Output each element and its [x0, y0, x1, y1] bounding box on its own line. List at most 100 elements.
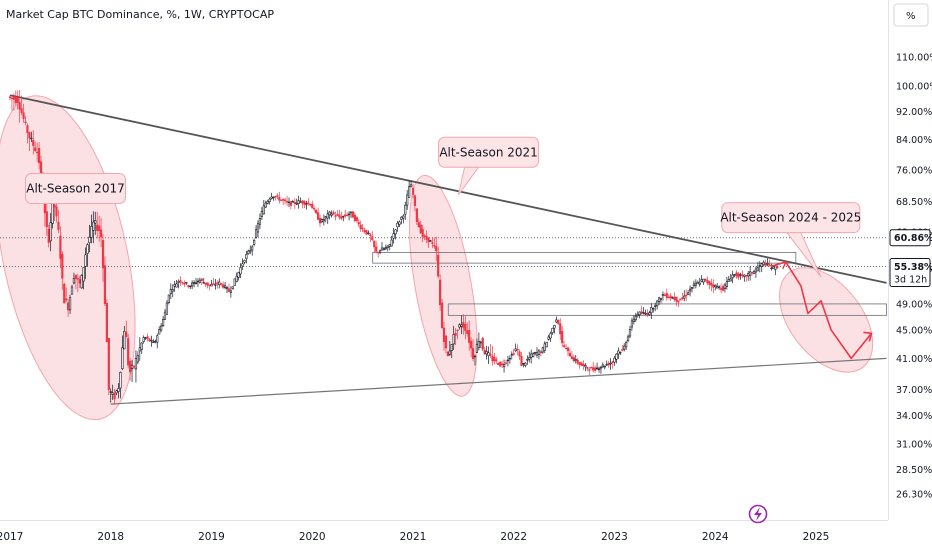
candle-body — [663, 294, 666, 297]
candle-body — [762, 261, 765, 265]
candle-body — [342, 215, 345, 218]
candle-body — [55, 206, 58, 217]
candle-body — [320, 219, 324, 223]
candle-body — [270, 196, 273, 199]
candle-body — [202, 282, 205, 284]
candle-body — [669, 295, 672, 299]
candle-body — [231, 286, 234, 289]
candle-body — [233, 278, 236, 286]
candle-body — [282, 199, 285, 201]
candle-body — [578, 362, 581, 365]
candle-body — [20, 108, 23, 113]
candle-body — [402, 215, 405, 219]
candle-body — [80, 275, 83, 289]
candle-body — [163, 311, 167, 320]
candle-body — [390, 239, 393, 247]
candle-body — [115, 390, 118, 394]
time-axis[interactable]: 2017 2018 2019 2020 2021 2022 2023 2024 2025 — [0, 531, 829, 543]
candle-body — [61, 254, 64, 279]
candle-body — [698, 282, 701, 285]
candle-body — [365, 230, 368, 235]
candle-body — [140, 342, 143, 350]
candle-body — [582, 363, 585, 366]
candle-body — [766, 263, 769, 265]
candle-body — [603, 365, 606, 368]
candle-body — [380, 247, 384, 251]
candle-body — [489, 353, 492, 356]
candle-body — [65, 298, 68, 301]
candle-body — [597, 368, 601, 370]
candle-body — [107, 337, 110, 390]
price-tick-label: 37.00% — [896, 385, 932, 396]
candle-body — [586, 367, 589, 369]
candle-body — [714, 284, 717, 288]
candle-body — [613, 357, 616, 363]
candle-body — [181, 282, 184, 284]
candle-body — [446, 351, 449, 357]
alt-season-2021-label: Alt-Season 2021 — [439, 145, 537, 159]
candle-body — [384, 247, 387, 250]
price-tick-label: 76.00% — [896, 165, 932, 176]
candle-body — [394, 229, 397, 235]
candle-body — [522, 362, 525, 365]
candle-body — [32, 140, 35, 146]
candle-body — [532, 353, 535, 357]
alt-season-2021-box — [438, 136, 540, 168]
lightning-icon[interactable] — [748, 504, 768, 524]
candle-body — [119, 371, 122, 389]
candle-body — [758, 265, 761, 267]
candle-body — [539, 351, 542, 354]
candle-body — [609, 362, 612, 365]
candle-body — [506, 359, 510, 362]
candle-body — [117, 388, 120, 392]
candle-body — [528, 357, 531, 360]
candle-body — [299, 201, 302, 203]
candle-body — [475, 344, 479, 353]
candle-body — [245, 254, 248, 259]
candle-body — [530, 353, 533, 358]
candle-body — [237, 271, 240, 278]
candle-body — [371, 236, 374, 241]
candle-body — [206, 282, 209, 286]
candle-body — [749, 271, 752, 276]
candle-body — [82, 267, 85, 282]
price-tick-label: 45.00% — [896, 325, 932, 336]
candle-body — [747, 273, 750, 277]
time-tick-label: 2024 — [702, 531, 729, 543]
candle-body — [134, 357, 138, 370]
candle-body — [619, 351, 622, 354]
candle-body — [307, 202, 310, 204]
candle-body — [303, 201, 306, 205]
lower-trendline — [110, 357, 887, 405]
candle-body — [404, 204, 407, 215]
candle-body — [770, 267, 773, 270]
candle-body — [344, 214, 347, 217]
candle-body — [743, 274, 746, 277]
trendlines — [9, 94, 887, 405]
candle-body — [592, 367, 595, 371]
candle-body — [51, 201, 54, 224]
candle-body — [260, 211, 263, 217]
candle-body — [212, 283, 215, 285]
upper-trendline — [9, 94, 887, 284]
candle-body — [543, 343, 546, 351]
candle-body — [198, 279, 201, 283]
candle-body — [634, 315, 637, 321]
candle-body — [229, 290, 232, 293]
candle-body — [14, 97, 17, 104]
candle-body — [16, 97, 19, 104]
candle-body — [318, 217, 322, 224]
forecast-arrowhead-small — [778, 260, 787, 270]
candle-body — [636, 313, 639, 317]
candle-body — [167, 294, 170, 303]
candle-body — [189, 285, 192, 288]
scale-mode-button[interactable] — [893, 3, 929, 27]
candle-body — [510, 353, 513, 356]
candle-body — [466, 330, 469, 334]
candle-body — [280, 199, 283, 201]
candle-body — [547, 336, 550, 340]
candle-body — [158, 329, 161, 335]
candle-body — [388, 244, 391, 247]
candle-body — [138, 347, 141, 352]
candle-body — [768, 264, 771, 267]
